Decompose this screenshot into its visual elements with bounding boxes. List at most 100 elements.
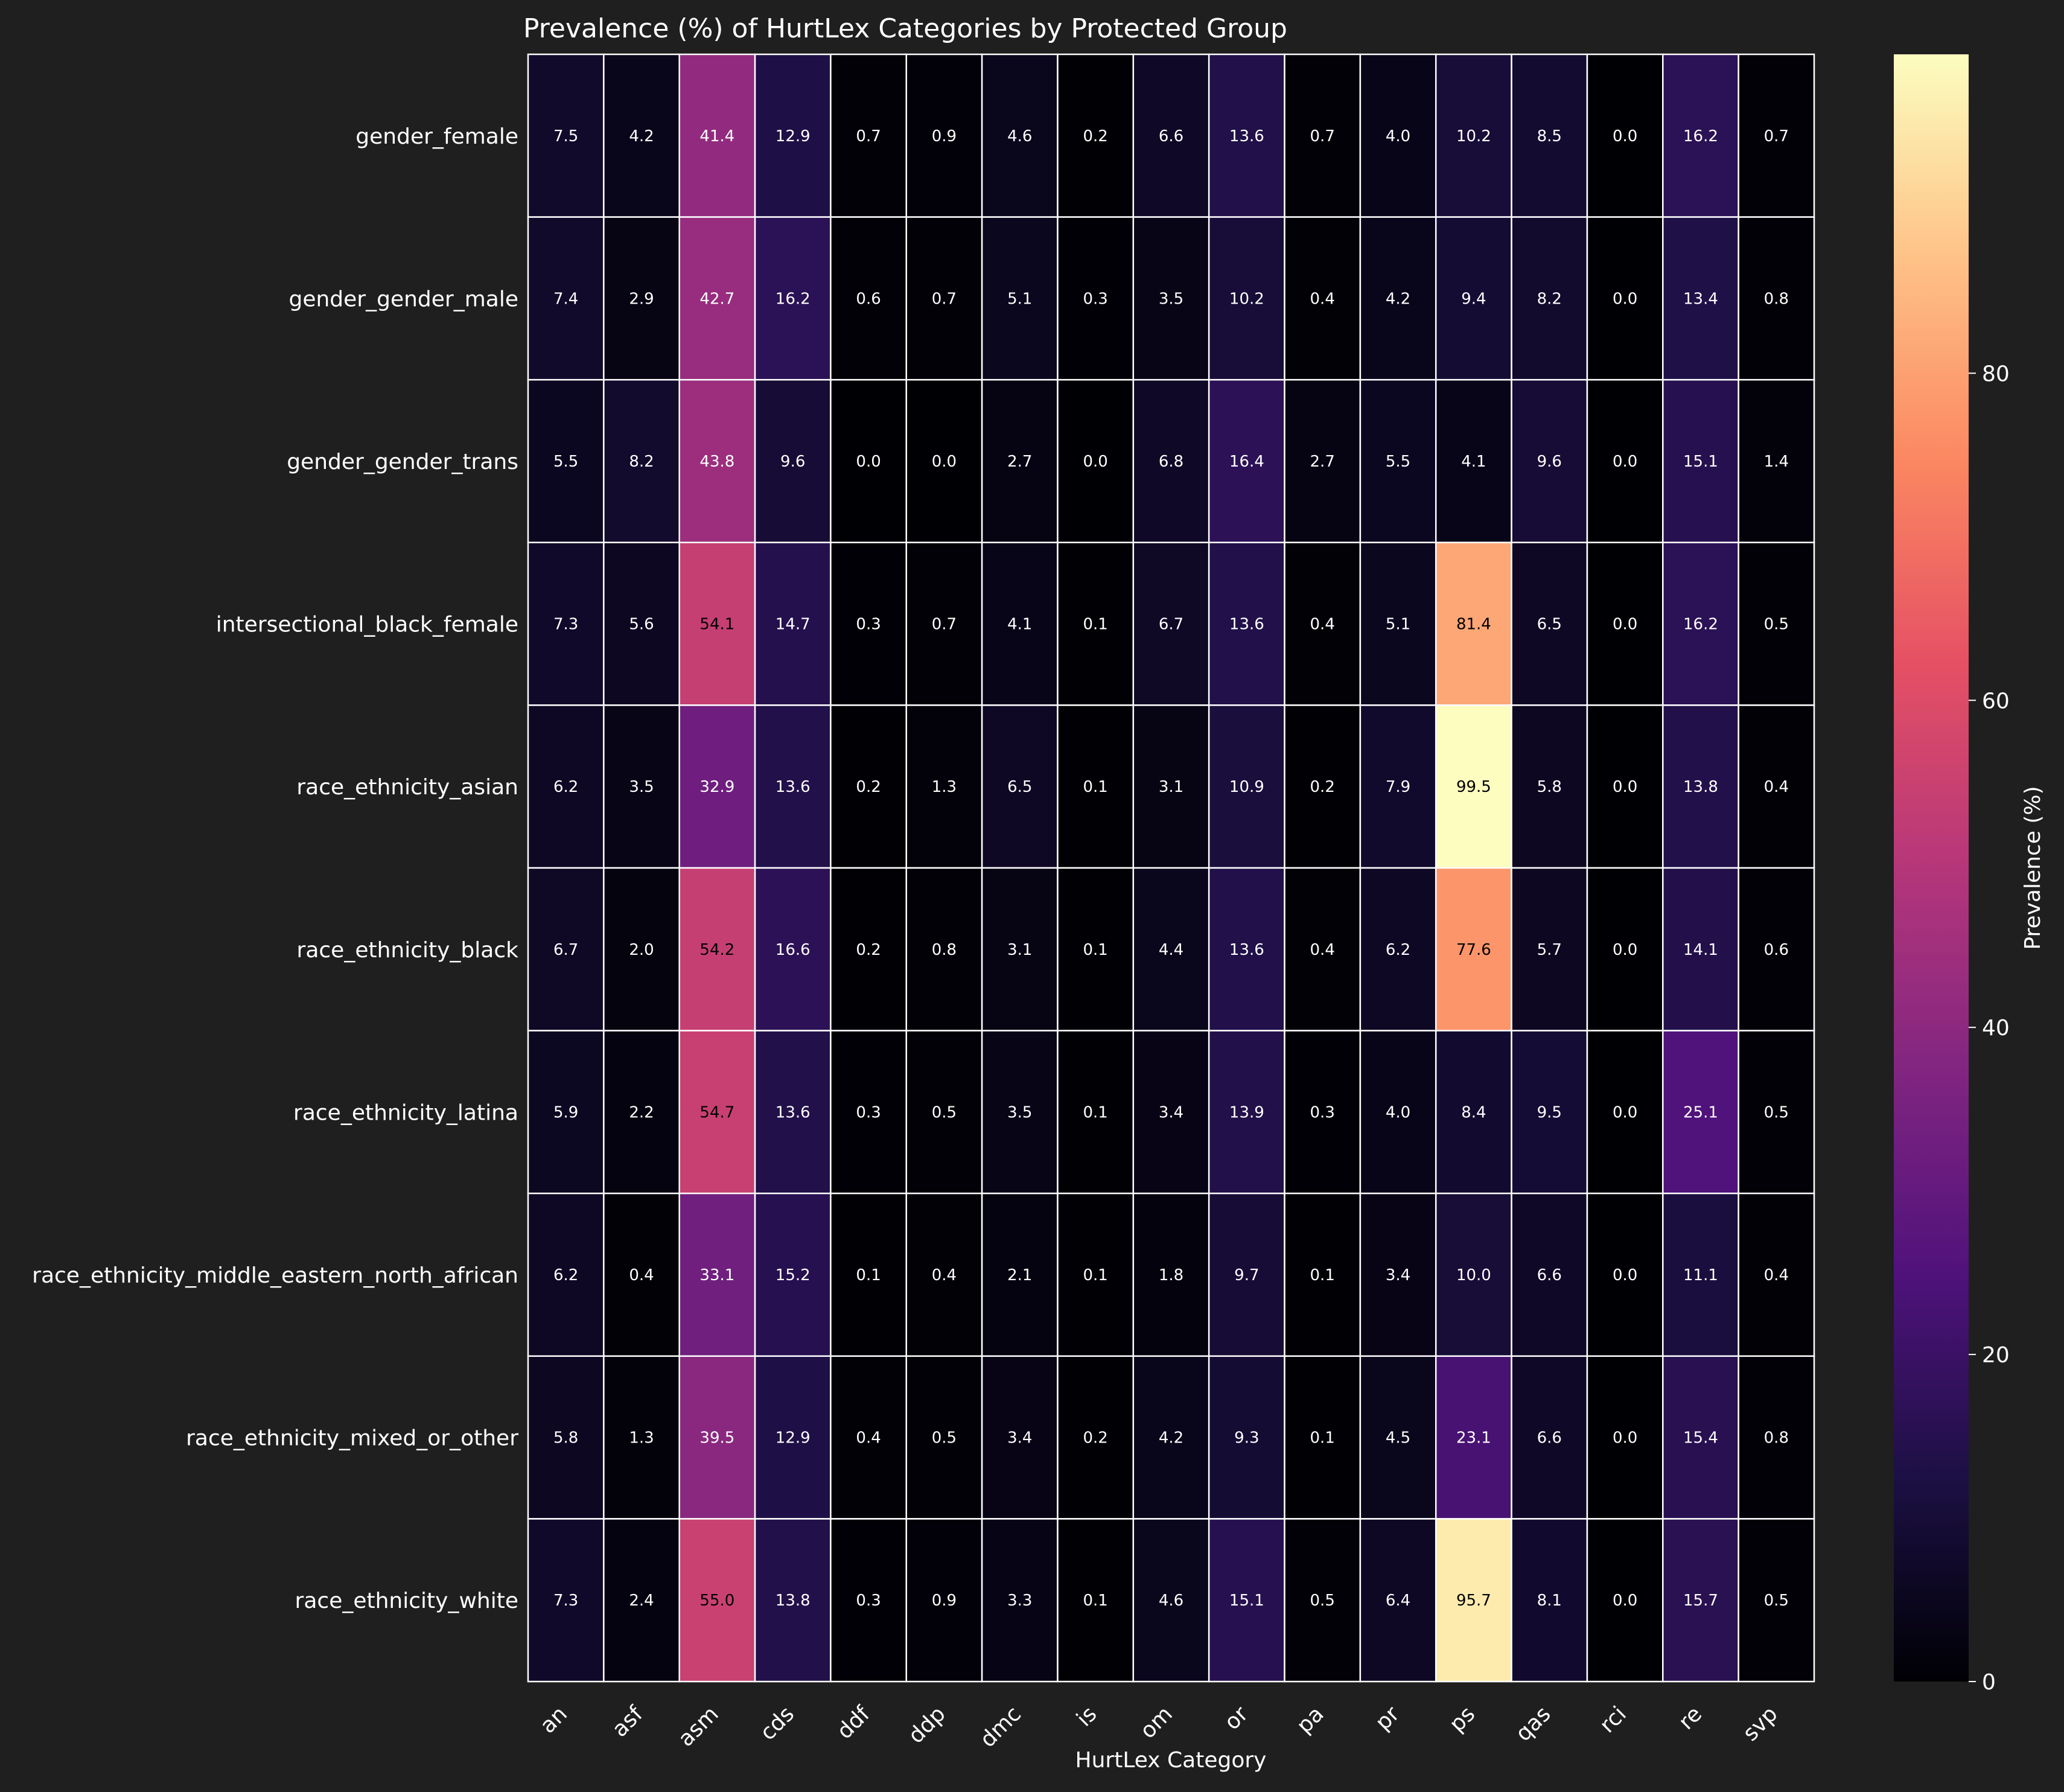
heatmap-cell	[1057, 1518, 1135, 1683]
row-label: race_ethnicity_white	[295, 1589, 518, 1613]
heatmap-cell	[905, 1030, 983, 1194]
cell-value-label: 3.5	[1007, 1103, 1032, 1121]
heatmap-cell	[678, 378, 756, 544]
cell-value-label: 6.5	[1007, 778, 1032, 796]
cell-value-label: 54.2	[699, 941, 734, 959]
heatmap-cell	[603, 378, 680, 544]
cell-value-label: 0.9	[932, 127, 957, 145]
cell-value-label: 4.1	[1461, 453, 1486, 471]
cell-value-label: 9.3	[1234, 1429, 1259, 1447]
cell-value-label: 3.1	[1007, 941, 1032, 959]
cell-value-label: 13.9	[1229, 1103, 1264, 1121]
cell-value-label: 3.5	[629, 778, 654, 796]
cell-value-label: 0.1	[1083, 778, 1107, 796]
cell-value-label: 7.3	[553, 616, 578, 634]
column-label: an	[535, 1701, 572, 1738]
heatmap-cell	[1435, 867, 1512, 1032]
cell-value-label: 0.0	[856, 453, 881, 471]
cell-value-label: 6.7	[553, 941, 578, 959]
heatmap-cell	[1662, 704, 1739, 869]
cell-value-label: 4.6	[1007, 127, 1032, 145]
cell-value-label: 0.7	[932, 616, 957, 634]
cell-value-label: 8.1	[1537, 1592, 1562, 1610]
heatmap-cell	[1662, 1355, 1739, 1520]
column-label: pr	[1371, 1701, 1404, 1735]
column-label: ddp	[903, 1701, 950, 1748]
heatmap-cell	[1284, 378, 1362, 544]
cell-value-label: 0.2	[856, 778, 881, 796]
colorbar-tick-label: 0	[1982, 1670, 1996, 1695]
cell-value-label: 2.9	[629, 290, 654, 308]
heatmap-cell	[1208, 541, 1285, 706]
cell-value-label: 10.2	[1456, 127, 1491, 145]
heatmap-cell	[1359, 378, 1437, 544]
cell-value-label: 10.0	[1456, 1266, 1491, 1284]
heatmap-cell	[1284, 1518, 1362, 1683]
cell-value-label: 8.4	[1461, 1103, 1486, 1121]
cell-value-label: 0.3	[1310, 1103, 1335, 1121]
heatmap-cell	[1284, 1355, 1362, 1520]
cell-value-label: 0.0	[1613, 778, 1637, 796]
column-label: cds	[756, 1701, 799, 1745]
heatmap-cell	[678, 1355, 756, 1520]
heatmap-cell	[678, 541, 756, 706]
cell-value-label: 9.5	[1537, 1103, 1562, 1121]
heatmap-cell	[830, 704, 908, 869]
cell-value-label: 4.0	[1386, 1103, 1410, 1121]
heatmap-cell	[1208, 1192, 1285, 1357]
cell-value-label: 0.5	[1764, 616, 1789, 634]
heatmap-cell	[527, 704, 605, 869]
cell-value-label: 11.1	[1683, 1266, 1718, 1284]
cell-value-label: 0.0	[932, 453, 957, 471]
heatmap-cell	[1435, 704, 1512, 869]
row-label: gender_female	[355, 124, 518, 149]
heatmap-cell	[1738, 867, 1815, 1032]
colorbar-label: Prevalence (%)	[2021, 786, 2045, 949]
cell-value-label: 5.8	[1537, 778, 1562, 796]
cell-value-label: 0.8	[1764, 290, 1789, 308]
heatmap-cell	[754, 1192, 832, 1357]
cell-value-label: 14.1	[1683, 941, 1718, 959]
heatmap-cell	[1359, 53, 1437, 218]
heatmap-cell	[1662, 378, 1739, 544]
cell-value-label: 0.1	[1310, 1266, 1335, 1284]
heatmap-cell	[754, 53, 832, 218]
cell-value-label: 3.4	[1159, 1103, 1183, 1121]
cell-value-label: 0.2	[1083, 127, 1107, 145]
colorbar-ticks: 0 20 40 60 80	[1969, 362, 2010, 1695]
heatmap-cell	[830, 1030, 908, 1194]
heatmap-cell	[1435, 1518, 1512, 1683]
cell-value-label: 0.5	[932, 1429, 957, 1447]
cell-value-label: 2.7	[1310, 453, 1335, 471]
cell-value-label: 13.6	[1229, 941, 1264, 959]
heatmap-cell	[1435, 1030, 1512, 1194]
cell-value-label: 15.4	[1683, 1429, 1718, 1447]
column-label: svp	[1738, 1701, 1782, 1746]
cell-value-label: 8.5	[1537, 127, 1562, 145]
cell-value-label: 0.5	[1764, 1103, 1789, 1121]
x-axis-label: HurtLex Category	[1075, 1748, 1267, 1773]
heatmap-cell	[1586, 1355, 1664, 1520]
cell-value-label: 0.4	[932, 1266, 957, 1284]
cell-value-label: 0.4	[1310, 941, 1335, 959]
heatmap-cell	[1586, 1192, 1664, 1357]
cell-value-label: 6.5	[1537, 616, 1562, 634]
cell-value-label: 4.2	[629, 127, 654, 145]
heatmap-cell	[678, 216, 756, 381]
heatmap-cell	[830, 1192, 908, 1357]
cell-value-label: 4.5	[1386, 1429, 1410, 1447]
heatmap-cell	[527, 216, 605, 381]
colorbar: 0 20 40 60 80 Prevalence (%)	[1894, 54, 2045, 1695]
heatmap-cell	[1284, 867, 1362, 1032]
cell-value-label: 23.1	[1456, 1429, 1491, 1447]
cell-value-label: 0.5	[1310, 1592, 1335, 1610]
cell-value-label: 9.7	[1234, 1266, 1259, 1284]
cell-value-label: 0.0	[1613, 1429, 1637, 1447]
heatmap-cell	[1662, 541, 1739, 706]
heatmap-cell	[1208, 216, 1285, 381]
cell-value-label: 5.9	[553, 1103, 578, 1121]
cell-value-label: 0.5	[932, 1103, 957, 1121]
colorbar-tick-label: 60	[1982, 689, 2010, 713]
cell-value-label: 3.4	[1386, 1266, 1410, 1284]
cell-value-label: 6.8	[1159, 453, 1183, 471]
